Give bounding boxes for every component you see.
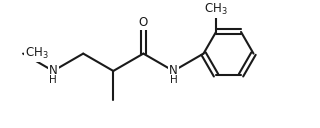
- Text: CH$_3$: CH$_3$: [25, 46, 49, 61]
- Text: H: H: [49, 75, 57, 85]
- Text: N: N: [169, 65, 178, 77]
- Text: O: O: [139, 16, 148, 29]
- Text: H: H: [170, 75, 177, 85]
- Text: N: N: [49, 65, 58, 77]
- Text: CH$_3$: CH$_3$: [204, 2, 228, 17]
